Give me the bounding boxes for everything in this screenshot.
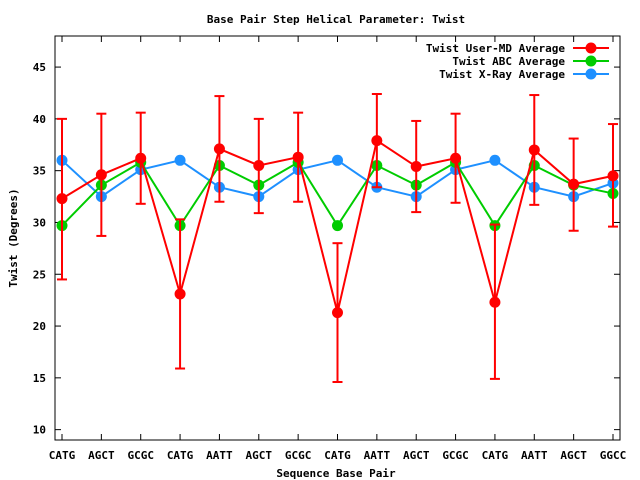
data-point [253,159,265,171]
x-axis: CATG AGCT GCGC CATG AATT AGCT GCGC CATG AATT AGCT… [49,36,627,462]
y-axis: 10 15 20 25 30 35 40 45 [33,61,620,437]
x-tick-label: AGCT [246,449,273,462]
y-tick-label: 45 [33,61,46,74]
data-point [528,144,540,156]
x-tick-label: AATT [364,449,391,462]
legend-label: Twist X-Ray Average [439,68,565,81]
x-tick-label: CATG [324,449,351,462]
legend-marker [585,55,597,67]
data-point [332,154,343,166]
legend-marker [585,68,597,80]
data-point [174,154,186,166]
x-axis-title: Sequence Base Pair [276,467,396,480]
series-layer [56,93,619,383]
data-point [174,288,186,300]
legend-marker [585,42,597,54]
y-axis-title: Twist (Degrees) [7,188,20,287]
y-tick-label: 35 [33,165,46,178]
x-tick-label: AGCT [403,449,430,462]
legend-label: Twist ABC Average [452,55,565,68]
x-tick-label: AATT [206,449,233,462]
x-tick-label: CATG [482,449,509,462]
data-point [135,152,147,164]
x-tick-label: GGCC [600,449,627,462]
x-tick-label: CATG [167,449,194,462]
data-point [213,143,225,155]
data-point [292,151,304,163]
legend-label: Twist User-MD Average [426,42,565,55]
chart-title: Base Pair Step Helical Parameter: Twist [207,13,465,26]
y-tick-label: 30 [33,216,46,229]
y-tick-label: 20 [33,320,46,333]
y-tick-label: 40 [33,113,46,126]
data-point [332,307,343,319]
data-point [95,169,107,181]
y-tick-label: 25 [33,268,46,281]
x-tick-label: AGCT [88,449,115,462]
series-1 [56,93,619,383]
data-point [489,296,501,308]
data-point [489,154,501,166]
x-tick-label: GCGC [442,449,469,462]
data-point [371,135,383,147]
y-tick-label: 10 [33,424,46,437]
x-tick-label: GCGC [285,449,312,462]
data-point [332,220,343,232]
data-point [607,170,619,182]
x-tick-label: CATG [49,449,76,462]
y-tick-label: 15 [33,372,46,385]
data-point [568,178,580,190]
x-tick-label: GCGC [127,449,154,462]
data-point [450,152,462,164]
data-point [56,193,68,205]
x-tick-label: AATT [521,449,548,462]
x-tick-label: AGCT [560,449,587,462]
data-point [410,161,422,173]
